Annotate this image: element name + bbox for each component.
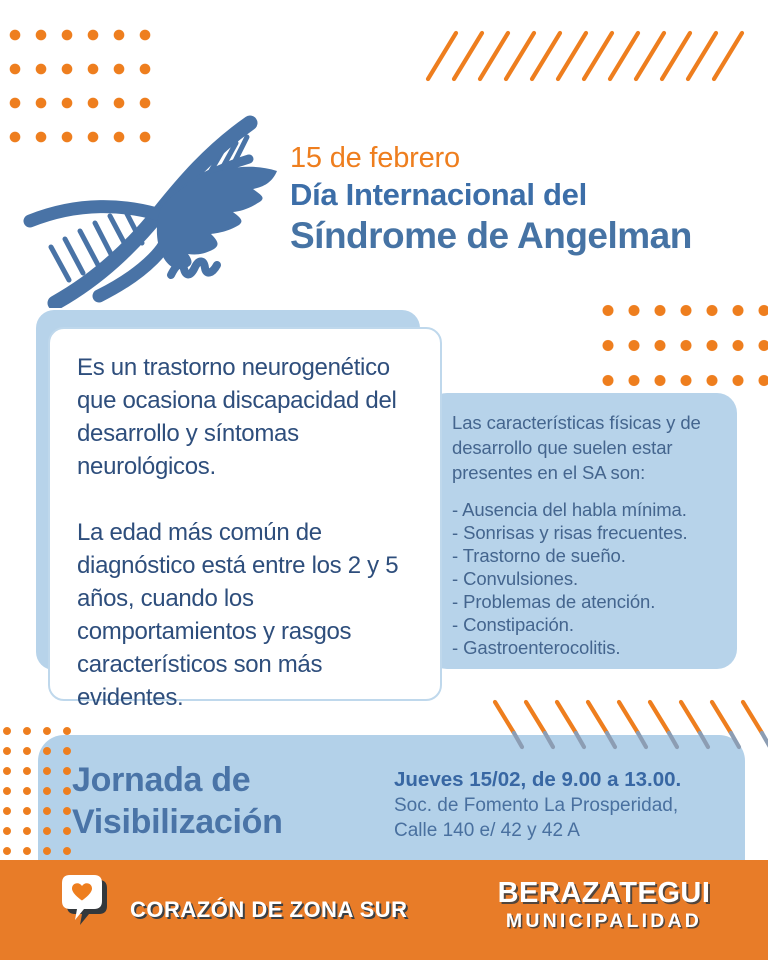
brand-subtitle: MUNICIPALIDAD bbox=[505, 910, 703, 932]
brand-name: BERAZATEGUI bbox=[497, 877, 711, 909]
footer-bar: CORAZÓN DE ZONA SUR BERAZATEGUI MUNICIPA… bbox=[0, 860, 768, 960]
event-details: Jueves 15/02, de 9.00 a 13.00. Soc. de F… bbox=[394, 767, 681, 843]
headline-block: 15 de febrero Día Internacional del Sínd… bbox=[290, 142, 692, 258]
event-date: 15 de febrero bbox=[290, 142, 460, 174]
characteristic-item: - Trastorno de sueño. bbox=[452, 545, 626, 566]
event-band-title: Jornada de Visibilización bbox=[72, 759, 283, 843]
description-card: Es un trastorno neurogenético que ocasio… bbox=[48, 327, 442, 711]
event-band bbox=[38, 735, 745, 860]
characteristics-list: - Ausencia del habla mínima. - Sonrisas y… bbox=[452, 498, 719, 659]
characteristic-item: - Sonrisas y risas frecuentes. bbox=[452, 522, 688, 543]
characteristic-item: - Ausencia del habla mínima. bbox=[452, 499, 687, 520]
title-line2: Síndrome de Angelman bbox=[290, 215, 692, 256]
characteristics-card: Las características físicas y de desarro… bbox=[427, 393, 737, 669]
description-paragraph-2: La edad más común de diagnóstico está en… bbox=[77, 519, 399, 711]
title-line1: Día Internacional del bbox=[290, 177, 587, 212]
characteristic-item: - Convulsiones. bbox=[452, 568, 579, 589]
footer-slogan: CORAZÓN DE ZONA SUR bbox=[130, 897, 408, 922]
event-title-line1: Jornada de bbox=[72, 761, 251, 799]
description-paragraph-1: Es un trastorno neurogenético que ocasio… bbox=[77, 354, 397, 480]
characteristic-item: - Problemas de atención. bbox=[452, 591, 656, 612]
characteristic-item: - Constipación. bbox=[452, 614, 574, 635]
heart-speech-bubble-icon bbox=[62, 875, 107, 925]
dot-grid-mid-right bbox=[595, 293, 768, 398]
dna-angel-wing-logo-icon bbox=[23, 115, 277, 308]
municipality-logo: BERAZATEGUI MUNICIPALIDAD bbox=[490, 877, 718, 933]
event-title-line2: Visibilización bbox=[72, 803, 283, 841]
characteristic-item: - Gastroenterocolitis. bbox=[452, 637, 621, 658]
event-schedule: Jueves 15/02, de 9.00 a 13.00. bbox=[394, 768, 682, 791]
diagonal-stripes-above-band bbox=[492, 699, 768, 750]
event-address: Calle 140 e/ 42 y 42 A bbox=[394, 820, 580, 841]
characteristics-intro: Las características físicas y de desarro… bbox=[452, 412, 701, 483]
event-venue: Soc. de Fomento La Prosperidad, bbox=[394, 795, 679, 816]
diagonal-stripes-top-right bbox=[425, 30, 745, 82]
